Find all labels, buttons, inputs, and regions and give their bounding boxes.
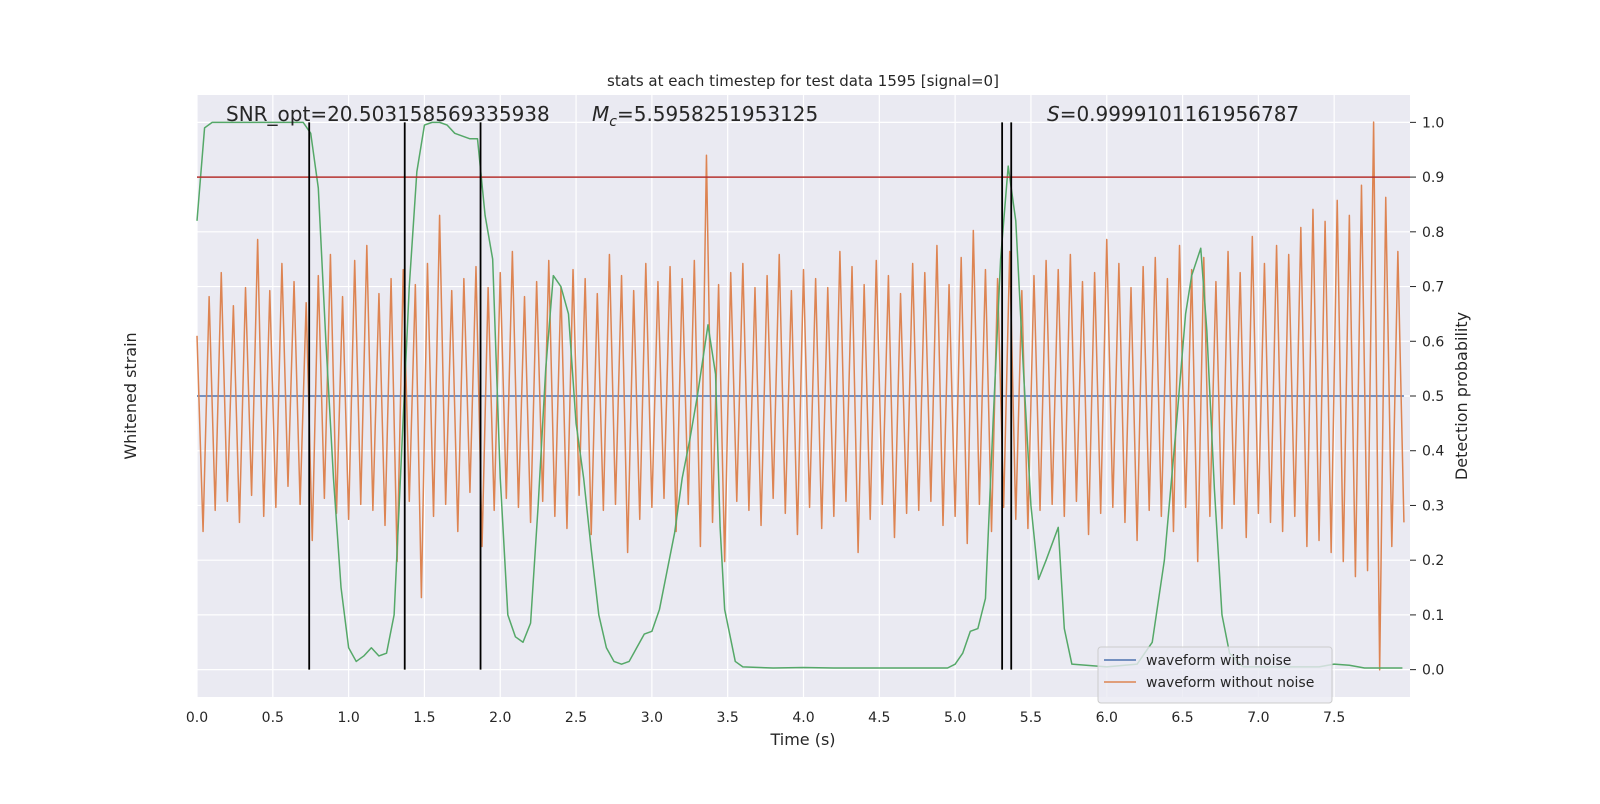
annotation: SNR_opt=20.503158569335938 (226, 102, 550, 126)
x-tick-label: 5.5 (1020, 710, 1042, 726)
x-tick-label: 3.5 (717, 710, 739, 726)
legend-label: waveform with noise (1146, 653, 1291, 669)
x-tick-label: 0.0 (186, 710, 208, 726)
y2-tick-label: 0.5 (1422, 389, 1444, 405)
y2-tick-label: 1.0 (1422, 115, 1444, 131)
x-tick-label: 1.0 (337, 710, 359, 726)
y2-tick-label: 0.0 (1422, 663, 1444, 679)
x-tick-label: 6.0 (1096, 710, 1118, 726)
x-tick-label: 4.5 (868, 710, 890, 726)
y-axis-label: Whitened strain (121, 332, 140, 459)
x-tick-label: 6.5 (1171, 710, 1193, 726)
chart-title: stats at each timestep for test data 159… (607, 72, 999, 90)
x-axis-label: Time (s) (769, 730, 835, 749)
annotation-symbol: S (1047, 102, 1060, 126)
legend-box (1097, 646, 1333, 704)
y2-tick-label: 0.1 (1422, 608, 1444, 624)
x-tick-label: 5.0 (944, 710, 966, 726)
x-tick-label: 7.5 (1323, 710, 1345, 726)
y2-tick-label: 0.2 (1422, 553, 1444, 569)
y2-tick-label: 0.6 (1422, 334, 1444, 350)
x-tick-label: 4.0 (792, 710, 814, 726)
x-tick-label: 0.5 (262, 710, 284, 726)
y2-tick-label: 0.9 (1422, 170, 1444, 186)
legend: waveform with noise waveform without nois… (1097, 646, 1333, 704)
x-tick-label: 2.5 (565, 710, 587, 726)
x-tick-label: 2.0 (489, 710, 511, 726)
legend-label: waveform without noise (1146, 675, 1314, 691)
annotation: Mc=5.5958251953125 (592, 102, 818, 130)
x-tick-label: 3.0 (641, 710, 663, 726)
annotation-text: =0.9999101161956787 (1060, 102, 1299, 126)
y2-tick-label: 0.4 (1422, 444, 1444, 460)
y2-axis-label: Detection probability (1452, 312, 1471, 480)
x-tick-label: 7.0 (1247, 710, 1269, 726)
marks (196, 121, 1410, 671)
annotation-text: =5.5958251953125 (617, 102, 818, 126)
y2-tick-label: 0.7 (1422, 280, 1444, 296)
y2-tick-label: 0.3 (1422, 498, 1444, 514)
x-tick-label: 1.5 (413, 710, 435, 726)
labels: 0.0 0.5 1.0 1.5 2.0 2.5 3.0 3.5 4.0 4.5 5.0 5.5 6.0 6… (186, 115, 1444, 726)
y2-tick-label: 0.8 (1422, 225, 1444, 241)
annotation-subscript: c (609, 114, 617, 130)
annotation: S=0.9999101161956787 (1047, 102, 1299, 126)
annotation-symbol: M (592, 102, 609, 126)
